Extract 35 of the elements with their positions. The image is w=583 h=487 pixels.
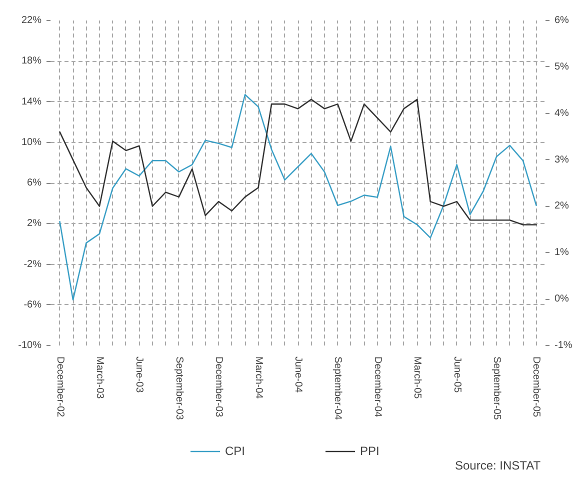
- y2-tick-label: 5%: [554, 61, 570, 72]
- x-tick-label: December-04: [372, 356, 383, 418]
- y-tick-label: 14%: [21, 96, 42, 108]
- y-tick-label: 22%: [21, 15, 42, 26]
- y2-tick-label: 4%: [554, 108, 570, 119]
- x-tick-label: September-03: [173, 356, 184, 420]
- x-tick-label: December-05: [530, 356, 542, 418]
- y-tick-label: -10%: [18, 340, 42, 351]
- legend-label: PPI: [360, 444, 380, 458]
- y2-tick-label: 2%: [554, 200, 570, 212]
- y2-tick-label: 1%: [554, 247, 570, 258]
- y2-tick-label: 3%: [554, 154, 570, 166]
- y-tick-label: 10%: [21, 136, 42, 148]
- x-tick-label: March-04: [252, 356, 264, 400]
- y-tick-label: -2%: [24, 258, 42, 270]
- x-tick-label: June-04: [292, 356, 304, 394]
- y2-tick-label: 6%: [554, 15, 570, 26]
- x-tick-label: September-05: [491, 356, 502, 420]
- y2-tick-label: -1%: [554, 340, 572, 351]
- x-tick-label: December-03: [213, 356, 224, 418]
- y-tick-label: 2%: [27, 218, 42, 230]
- x-tick-label: March-03: [94, 356, 105, 400]
- x-tick-label: June-03: [134, 356, 145, 394]
- source-note: Source: INSTAT: [454, 458, 542, 472]
- y2-tick-label: 0%: [554, 294, 570, 305]
- x-tick-label: June-05: [451, 356, 462, 394]
- y-tick-label: -6%: [24, 299, 42, 310]
- x-tick-label: December-02: [54, 356, 66, 418]
- line-series: [59, 94, 537, 300]
- x-tick-label: March-05: [412, 356, 423, 400]
- legend-label: CPI: [225, 444, 246, 458]
- x-tick-label: September-04: [332, 356, 344, 420]
- line-series: [59, 98, 537, 226]
- y-tick-label: 18%: [21, 56, 42, 67]
- y-tick-label: 6%: [27, 178, 42, 188]
